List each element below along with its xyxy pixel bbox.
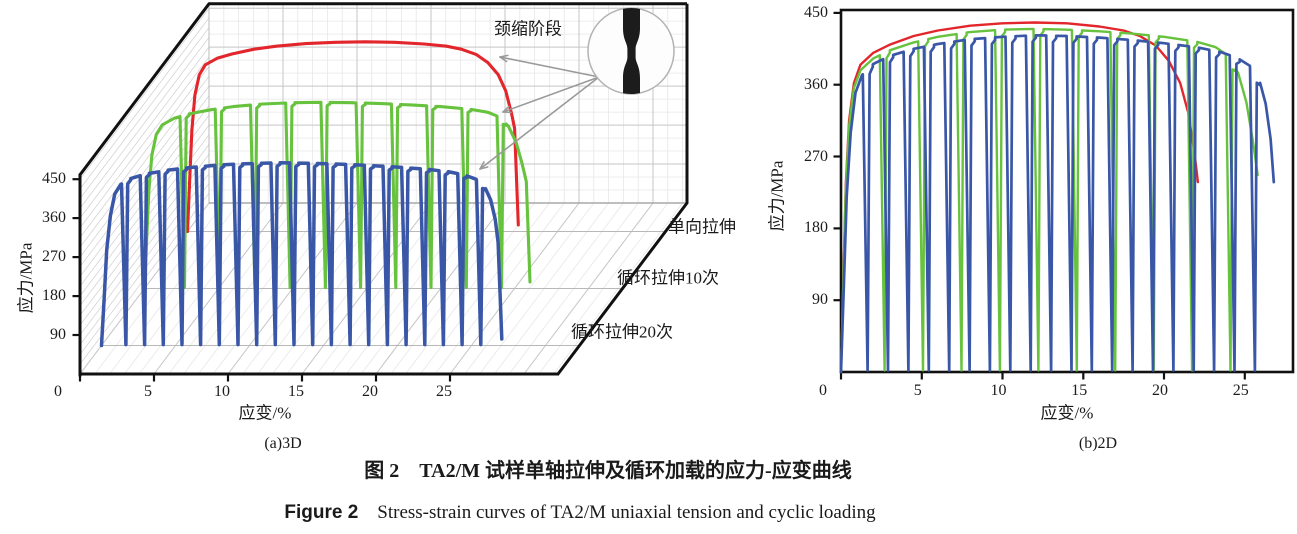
curve-2d-循环拉伸20次: [839, 33, 1276, 374]
necking-annotation: [479, 7, 675, 170]
tick-label: 90: [812, 291, 828, 309]
necking-stage-label: 颈缩阶段: [494, 19, 562, 39]
curve-3d-循环拉伸20次: [99, 161, 504, 348]
caption-zh-text: TA2/M 试样单轴拉伸及循环加载的应力-应变曲线: [419, 460, 852, 482]
axis-label-2d-strain: 应变/%: [1040, 403, 1094, 423]
tick-label: 5: [913, 382, 922, 399]
curve-2d-单向拉伸: [839, 21, 1200, 374]
tick-label: 270: [804, 147, 828, 165]
tick-label: 10: [214, 383, 230, 400]
tick-label: 15: [288, 383, 304, 400]
subcaption-3d: (a)3D: [264, 435, 302, 452]
tick-label: 450: [804, 3, 828, 21]
tick-label: 450: [42, 170, 66, 188]
caption-chinese: 图 2 TA2/M 试样单轴拉伸及循环加载的应力-应变曲线: [208, 461, 1008, 481]
curve-3d-循环拉伸10次: [142, 100, 532, 291]
tick-label: 10: [990, 382, 1007, 399]
caption-english: Figure 2 Stress-strain curves of TA2/M u…: [170, 503, 990, 522]
tick-label: 180: [804, 219, 828, 237]
tick-label: 180: [42, 287, 66, 305]
panel-3d: [72, 2, 689, 382]
frame-3d: [72, 2, 689, 382]
axis-label-3d-stress: 应力/MPa: [16, 242, 36, 314]
tick-label: 0: [54, 383, 62, 400]
tick-label: 5: [144, 383, 152, 400]
necked-specimen-icon: [623, 8, 640, 94]
series-label-uniaxial: 单向拉伸: [668, 217, 736, 237]
subcaption-2d: (b)2D: [1078, 435, 1118, 452]
axis-label-2d-stress: 应力/MPa: [767, 160, 787, 232]
tick-label: 90: [50, 326, 66, 344]
tick-label: 0: [819, 382, 827, 399]
tick-label: 360: [804, 75, 828, 93]
tick-label: 270: [42, 248, 66, 266]
tick-label: 20: [362, 383, 378, 400]
curves-2d: [839, 21, 1276, 374]
caption-en-label: Figure 2: [284, 502, 359, 523]
tick-label: 20: [1152, 382, 1168, 399]
curve-2d-循环拉伸10次: [839, 27, 1259, 374]
series-label-cyclic20: 循环拉伸20次: [571, 322, 673, 342]
curves-3d: [99, 40, 532, 348]
tick-label: 25: [1232, 382, 1249, 399]
frame-2d: [839, 8, 1295, 374]
axis-label-3d-strain: 应变/%: [238, 403, 292, 423]
tick-label: 360: [42, 209, 66, 227]
caption-zh-label: 图 2: [364, 460, 400, 482]
tick-label: 25: [436, 383, 452, 400]
caption-en-text: Stress-strain curves of TA2/M uniaxial t…: [377, 502, 876, 523]
curve-3d-单向拉伸: [185, 40, 520, 234]
panel-2d: [833, 8, 1295, 380]
tick-label: 15: [1071, 382, 1088, 399]
series-label-cyclic10: 循环拉伸10次: [617, 268, 719, 288]
